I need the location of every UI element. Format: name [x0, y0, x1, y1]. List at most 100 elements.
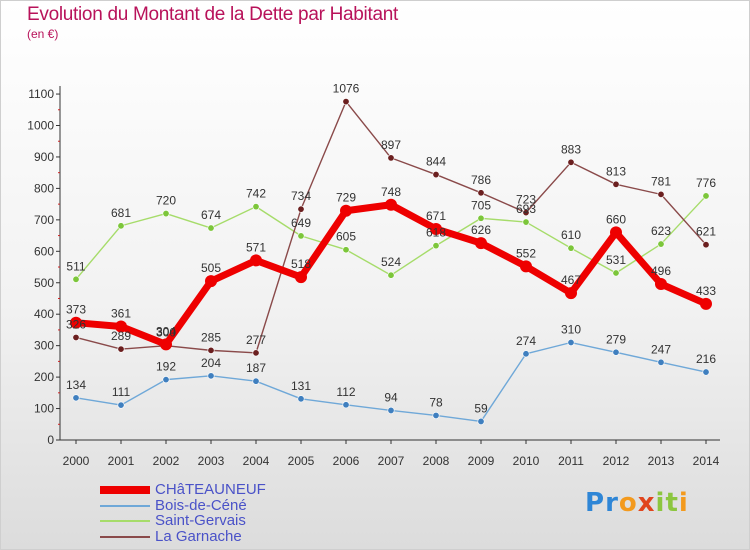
x-tick-label: 2011 — [558, 454, 584, 468]
data-point — [207, 346, 215, 354]
logo-letter: x — [637, 488, 656, 518]
data-point — [162, 376, 170, 384]
data-point — [295, 271, 307, 284]
data-point — [72, 275, 80, 283]
y-tick-label: 100 — [34, 402, 54, 416]
data-point — [342, 246, 350, 254]
data-label: 204 — [201, 356, 221, 370]
logo-letter: i — [678, 488, 689, 518]
data-label: 844 — [426, 155, 446, 169]
data-point — [655, 278, 667, 291]
data-point — [657, 190, 665, 198]
y-tick-label: 400 — [34, 307, 54, 321]
data-label: 897 — [381, 138, 401, 152]
data-point — [207, 372, 215, 380]
proxiti-logo: Proxiti — [585, 488, 689, 518]
data-point — [612, 348, 620, 356]
unit-label: (en €) — [27, 27, 59, 41]
chart-title: Evolution du Montant de la Dette par Hab… — [27, 4, 398, 25]
data-point — [702, 192, 710, 200]
logo-letter: t — [665, 488, 679, 518]
data-point — [520, 260, 532, 273]
data-label: 285 — [201, 330, 221, 344]
x-tick-label: 2004 — [243, 454, 270, 468]
data-label: 776 — [696, 176, 716, 190]
data-label: 134 — [66, 378, 86, 392]
data-label: 742 — [246, 187, 266, 201]
data-label: 649 — [291, 216, 311, 230]
data-label: 192 — [156, 360, 176, 374]
data-label: 524 — [381, 255, 401, 269]
data-label: 310 — [561, 323, 581, 337]
data-point — [612, 180, 620, 188]
data-label: 78 — [429, 395, 443, 409]
data-label: 605 — [336, 230, 356, 244]
x-tick-label: 2003 — [198, 454, 225, 468]
data-point — [567, 339, 575, 347]
data-label: 621 — [696, 225, 716, 239]
data-label: 518 — [291, 257, 311, 271]
data-label: 59 — [474, 401, 488, 415]
data-label: 734 — [291, 189, 311, 203]
data-point — [297, 205, 305, 213]
data-point — [522, 350, 530, 358]
data-label: 626 — [471, 223, 491, 237]
data-label: 781 — [651, 174, 671, 188]
y-tick-label: 500 — [34, 276, 54, 290]
data-point — [612, 269, 620, 277]
x-tick-label: 2007 — [378, 454, 405, 468]
data-point — [657, 240, 665, 248]
data-label: 373 — [66, 303, 86, 317]
data-label: 511 — [66, 259, 85, 273]
data-point — [387, 154, 395, 162]
data-point — [342, 401, 350, 409]
data-label: 813 — [606, 164, 626, 178]
data-label: 131 — [291, 379, 311, 393]
x-tick-label: 2014 — [693, 454, 720, 468]
data-point — [387, 406, 395, 414]
data-label: 748 — [381, 185, 401, 199]
data-point — [477, 189, 485, 197]
data-label: 883 — [561, 142, 581, 156]
y-tick-label: 900 — [34, 150, 54, 164]
legend-label: Saint-Gervais — [155, 512, 246, 529]
data-point — [565, 287, 577, 300]
data-label: 247 — [651, 342, 671, 356]
logo-letter: o — [618, 488, 638, 518]
y-tick-label: 1100 — [28, 87, 54, 101]
x-tick-label: 2009 — [468, 454, 495, 468]
data-point — [252, 203, 260, 211]
data-label: 289 — [111, 329, 131, 343]
data-label: 610 — [561, 228, 581, 242]
data-point — [342, 98, 350, 106]
data-label: 693 — [516, 202, 536, 216]
data-point — [522, 218, 530, 226]
data-label: 531 — [606, 253, 626, 267]
data-point — [432, 171, 440, 179]
data-label: 279 — [606, 332, 626, 346]
y-tick-label: 1000 — [27, 119, 54, 133]
x-tick-label: 2010 — [513, 454, 540, 468]
data-point — [610, 226, 622, 239]
x-tick-label: 2008 — [423, 454, 450, 468]
data-point — [340, 204, 352, 217]
y-tick-label: 700 — [34, 213, 54, 227]
data-label: 674 — [201, 208, 221, 222]
data-label: 216 — [696, 352, 716, 366]
logo-letter: P — [585, 488, 606, 518]
data-point — [252, 377, 260, 385]
data-label: 467 — [561, 273, 581, 287]
data-label: 277 — [246, 333, 266, 347]
y-tick-label: 800 — [34, 181, 54, 195]
data-point — [385, 198, 397, 211]
data-point — [432, 411, 440, 419]
x-tick-label: 2001 — [108, 454, 135, 468]
legend-label: La Garnache — [155, 528, 242, 545]
data-point — [567, 158, 575, 166]
data-point — [252, 349, 260, 357]
data-label: 505 — [201, 261, 221, 275]
legend-label: CHâTEAUNEUF — [155, 481, 266, 498]
data-point — [477, 417, 485, 425]
data-label: 729 — [336, 191, 356, 205]
